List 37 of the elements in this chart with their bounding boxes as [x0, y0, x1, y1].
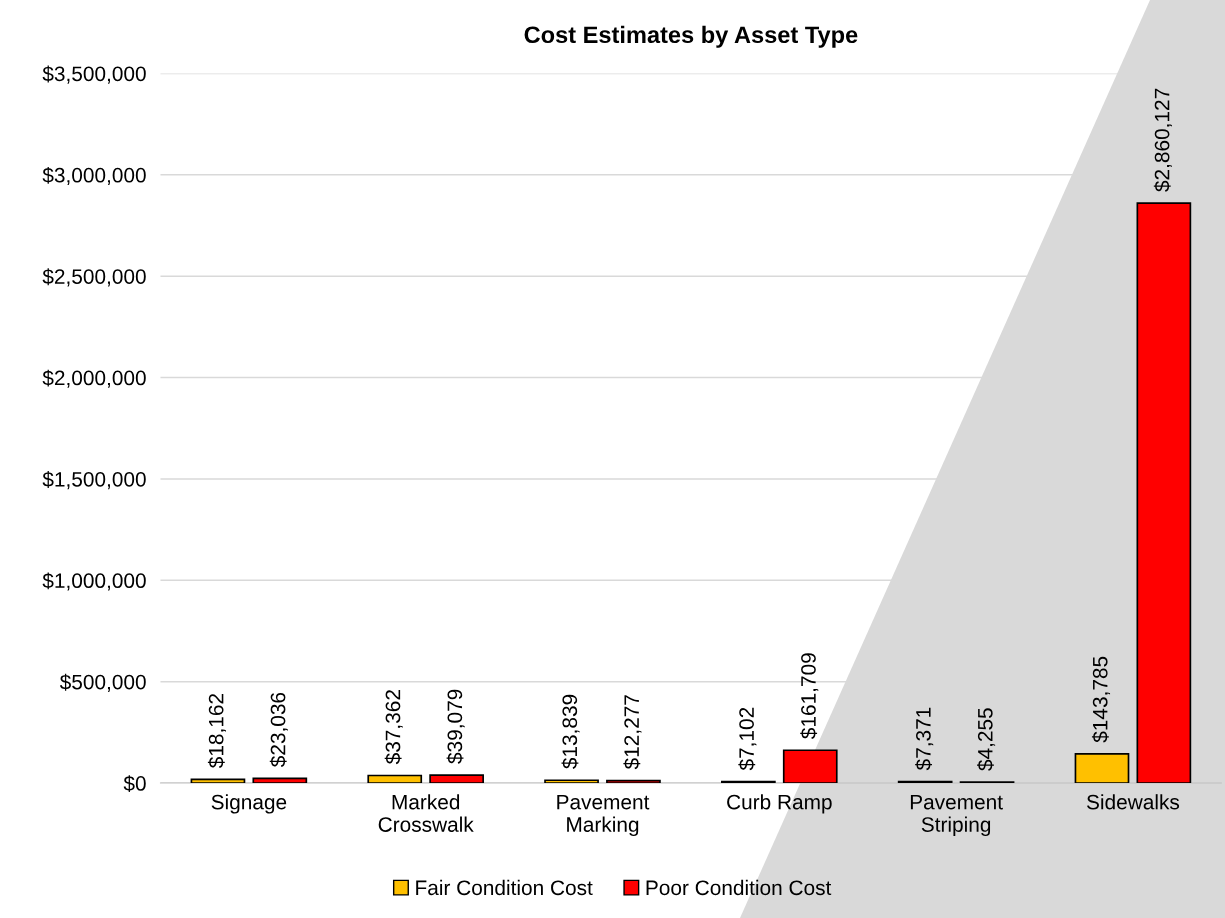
y-tick-label: $1,000,000	[42, 572, 146, 591]
x-tick-label: Pavement Striping	[910, 794, 1003, 837]
data-label: $18,162	[207, 694, 226, 769]
legend-label: Poor Condition Cost	[646, 879, 832, 896]
y-tick-label: $500,000	[59, 673, 146, 692]
data-label: $13,839	[561, 694, 580, 769]
data-label: $23,036	[269, 692, 288, 768]
bar	[429, 774, 484, 784]
data-label: $161,709	[800, 653, 819, 739]
y-tick-label: $2,500,000	[42, 268, 146, 287]
data-label: $143,785	[1091, 656, 1111, 743]
chart-title: Cost Estimates by Asset Type	[524, 25, 858, 48]
data-label: $7,102	[738, 707, 757, 771]
data-label: $12,277	[623, 695, 642, 770]
y-tick-label: $2,000,000	[42, 369, 146, 388]
x-tick-label: Signage	[211, 794, 287, 814]
legend-label: Fair Condition Cost	[416, 879, 593, 896]
data-label: $39,079	[446, 689, 465, 764]
data-label: $2,860,127	[1153, 88, 1172, 192]
y-tick-label: $1,500,000	[42, 471, 146, 490]
bar	[782, 749, 838, 784]
x-tick-label: Sidewalks	[1086, 794, 1180, 810]
bar	[1074, 753, 1130, 784]
bar	[606, 779, 661, 784]
x-tick-label: Marked Crosswalk	[378, 794, 474, 832]
bar	[367, 774, 423, 784]
y-tick-label: $0	[123, 775, 146, 793]
data-label: $37,362	[384, 690, 403, 765]
bar	[252, 777, 308, 784]
bar	[1136, 202, 1192, 784]
x-tick-label: Curb Ramp	[727, 794, 832, 814]
bar	[544, 779, 599, 784]
y-tick-label: $3,000,000	[42, 166, 146, 186]
data-label: $4,255	[977, 708, 996, 771]
x-tick-label: Pavement Marking	[557, 794, 650, 837]
data-label: $7,371	[915, 707, 934, 771]
y-tick-label: $3,500,000	[42, 65, 146, 84]
